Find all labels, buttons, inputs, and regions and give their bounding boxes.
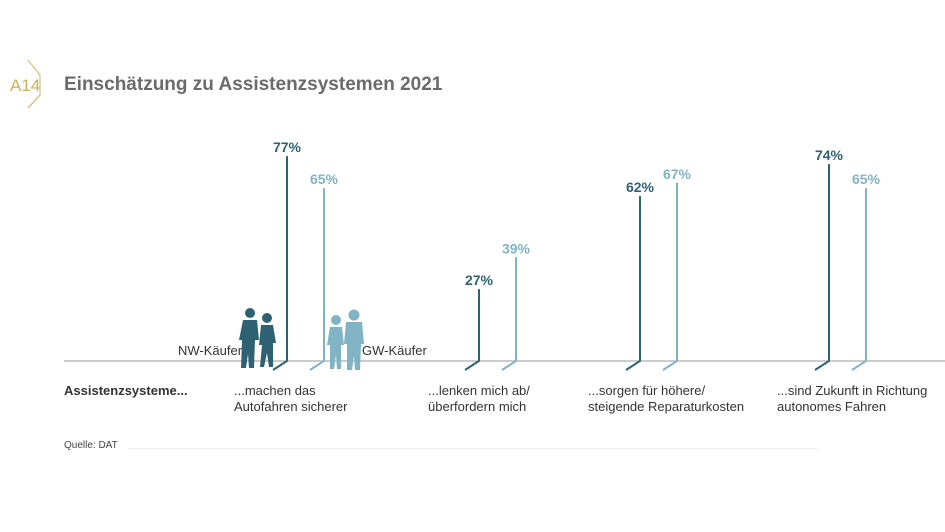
chart-badge: A14 — [10, 76, 41, 95]
page-title: Einschätzung zu Assistenzsystemen 2021 — [64, 74, 443, 95]
category-label: ...sorgen für höhere/steigende Reparatur… — [588, 383, 745, 414]
bar-nw — [464, 289, 480, 371]
data-label: 62% — [626, 179, 655, 195]
gw-buyers-icon — [327, 309, 364, 370]
legend-gw: GW-Käufer — [362, 343, 427, 358]
data-label: 77% — [273, 139, 302, 155]
bar-nw — [625, 196, 641, 371]
category-label: ...lenken mich ab/überfordern mich — [428, 383, 530, 414]
nw-buyers-icon — [239, 308, 276, 368]
data-label: 65% — [852, 171, 881, 187]
data-label: 67% — [663, 166, 692, 182]
source-divider — [128, 448, 818, 449]
source-note: Quelle: DAT — [64, 440, 118, 451]
bar-gw — [501, 257, 517, 371]
row-label: Assistenzsysteme... — [64, 383, 188, 398]
category-label: ...machen das Autofahren sicherer — [234, 383, 348, 414]
data-label: 74% — [815, 147, 844, 163]
bar-nw — [814, 164, 830, 371]
data-label: 27% — [465, 272, 494, 288]
bar-gw — [851, 188, 867, 371]
legend-nw: NW-Käufer — [178, 343, 243, 358]
data-label: 65% — [310, 171, 339, 187]
bar-gw — [309, 188, 325, 371]
bar-nw — [272, 156, 288, 371]
bar-gw — [662, 182, 678, 371]
badge-chevron-icon — [27, 59, 41, 109]
category-label: ...sind Zukunft in Richtung autonomes Fah… — [777, 383, 928, 414]
data-label: 39% — [502, 240, 531, 256]
